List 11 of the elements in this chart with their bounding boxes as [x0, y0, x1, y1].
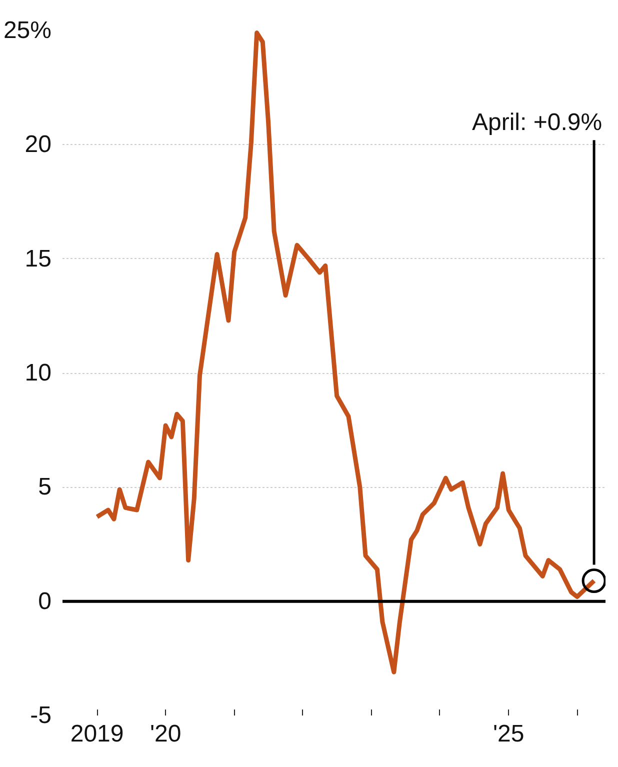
y-tick-label: 20: [24, 131, 52, 158]
x-tick-label: 2019: [70, 720, 124, 748]
annotation: April: +0.9%: [472, 109, 602, 136]
y-tick-label: -5: [30, 702, 52, 729]
y-tick-label: 0: [38, 588, 52, 615]
y-tick-label: 25%: [3, 17, 52, 44]
y-tick-label: 10: [24, 360, 52, 386]
x-tick-label: '25: [492, 720, 524, 748]
y-tick-label: 5: [38, 474, 52, 501]
x-tick-label: '20: [150, 720, 182, 748]
y-tick-label: 15: [24, 245, 52, 272]
